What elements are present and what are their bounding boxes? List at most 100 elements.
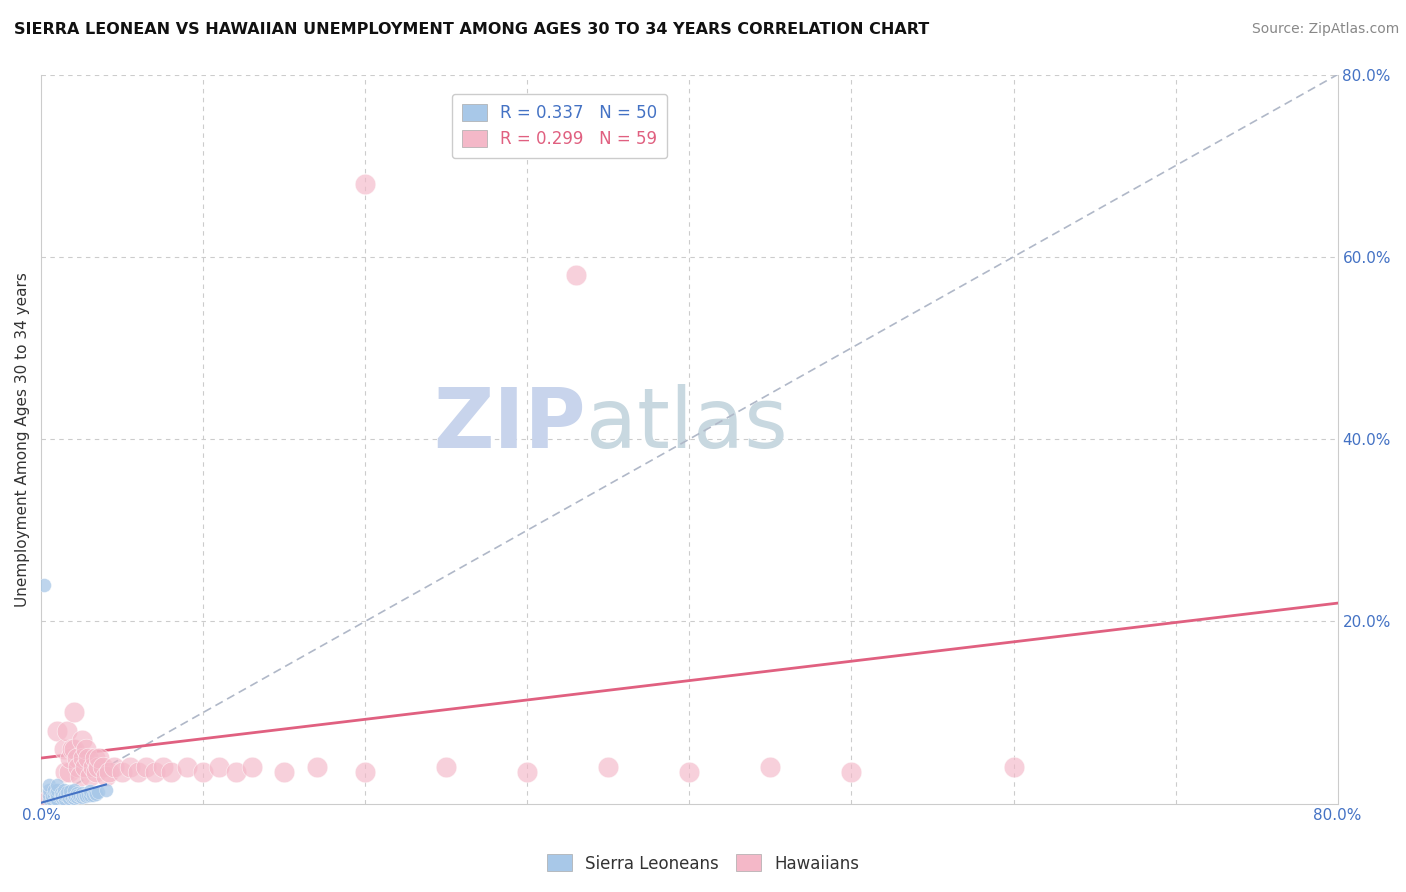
Point xyxy=(72,789,94,803)
Point xyxy=(103,760,125,774)
Point xyxy=(59,789,82,803)
Point xyxy=(83,786,105,800)
Point xyxy=(120,760,142,774)
Point xyxy=(46,788,69,802)
Point xyxy=(45,792,67,806)
Text: ZIP: ZIP xyxy=(433,384,586,465)
Point xyxy=(76,742,98,756)
Point xyxy=(70,790,93,805)
Point xyxy=(84,764,107,779)
Point xyxy=(208,760,231,774)
Point xyxy=(841,764,863,779)
Point xyxy=(52,789,75,804)
Point xyxy=(678,764,700,779)
Point xyxy=(225,764,247,779)
Point xyxy=(84,787,107,801)
Point xyxy=(87,760,110,774)
Point xyxy=(176,760,198,774)
Point xyxy=(67,789,90,803)
Point xyxy=(70,732,93,747)
Point xyxy=(38,792,60,806)
Point xyxy=(516,764,538,779)
Point xyxy=(273,764,295,779)
Point xyxy=(759,760,782,774)
Point xyxy=(62,706,84,720)
Point xyxy=(63,789,86,804)
Point xyxy=(46,788,69,802)
Point xyxy=(82,760,104,774)
Point xyxy=(66,790,89,805)
Point xyxy=(46,783,69,797)
Point xyxy=(46,723,69,738)
Point xyxy=(79,784,101,798)
Point xyxy=(159,764,181,779)
Text: atlas: atlas xyxy=(586,384,787,465)
Point xyxy=(70,786,93,800)
Point xyxy=(51,791,73,805)
Point xyxy=(135,760,157,774)
Point xyxy=(82,788,104,802)
Point xyxy=(49,789,72,804)
Point xyxy=(41,789,63,804)
Point xyxy=(89,751,111,765)
Point xyxy=(42,788,65,802)
Point xyxy=(56,723,79,738)
Point xyxy=(38,778,60,792)
Y-axis label: Unemployment Among Ages 30 to 34 years: Unemployment Among Ages 30 to 34 years xyxy=(15,272,30,607)
Point xyxy=(598,760,620,774)
Point xyxy=(52,783,75,797)
Point xyxy=(354,764,377,779)
Point xyxy=(62,788,84,802)
Point xyxy=(91,760,114,774)
Point xyxy=(69,769,91,783)
Point xyxy=(55,792,77,806)
Point xyxy=(72,751,94,765)
Point xyxy=(127,764,149,779)
Point xyxy=(66,786,89,800)
Point xyxy=(55,788,77,802)
Point xyxy=(79,789,101,803)
Point xyxy=(62,783,84,797)
Point xyxy=(49,792,72,806)
Point xyxy=(42,788,65,802)
Point xyxy=(240,760,263,774)
Point xyxy=(41,789,63,804)
Point xyxy=(67,760,90,774)
Point xyxy=(52,742,75,756)
Point xyxy=(434,760,457,774)
Point xyxy=(42,783,65,797)
Text: SIERRA LEONEAN VS HAWAIIAN UNEMPLOYMENT AMONG AGES 30 TO 34 YEARS CORRELATION CH: SIERRA LEONEAN VS HAWAIIAN UNEMPLOYMENT … xyxy=(14,22,929,37)
Point xyxy=(41,792,63,806)
Point xyxy=(73,760,96,774)
Point xyxy=(51,788,73,802)
Point xyxy=(58,791,80,805)
Point xyxy=(59,751,82,765)
Point xyxy=(46,792,69,806)
Point xyxy=(59,784,82,798)
Point xyxy=(565,268,588,282)
Point xyxy=(193,764,215,779)
Point xyxy=(56,785,79,799)
Point xyxy=(60,790,83,805)
Point xyxy=(79,769,101,783)
Point xyxy=(62,791,84,805)
Point xyxy=(38,783,60,797)
Point xyxy=(77,788,100,802)
Point xyxy=(305,760,328,774)
Point xyxy=(49,786,72,800)
Point xyxy=(77,751,100,765)
Text: Source: ZipAtlas.com: Source: ZipAtlas.com xyxy=(1251,22,1399,37)
Point xyxy=(38,792,60,806)
Point xyxy=(56,789,79,804)
Point xyxy=(58,764,80,779)
Point xyxy=(73,788,96,802)
Point xyxy=(152,760,174,774)
Point xyxy=(1002,760,1025,774)
Point xyxy=(38,788,60,802)
Point xyxy=(69,789,91,804)
Point xyxy=(60,742,83,756)
Point xyxy=(354,177,377,191)
Legend: R = 0.337   N = 50, R = 0.299   N = 59: R = 0.337 N = 50, R = 0.299 N = 59 xyxy=(451,94,668,159)
Point xyxy=(143,764,166,779)
Point xyxy=(45,786,67,800)
